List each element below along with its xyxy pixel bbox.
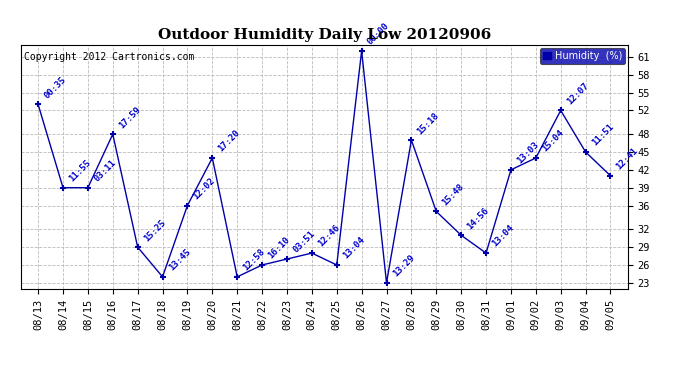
Text: 12:46: 12:46 bbox=[316, 224, 342, 249]
Text: 15:04: 15:04 bbox=[540, 128, 565, 154]
Legend: Humidity  (%): Humidity (%) bbox=[540, 48, 625, 64]
Text: 00:35: 00:35 bbox=[42, 75, 68, 100]
Text: 17:20: 17:20 bbox=[217, 128, 242, 154]
Text: 16:10: 16:10 bbox=[266, 236, 292, 261]
Text: 03:11: 03:11 bbox=[92, 158, 117, 183]
Text: 12:58: 12:58 bbox=[241, 248, 267, 273]
Text: 11:55: 11:55 bbox=[67, 158, 92, 183]
Text: 13:29: 13:29 bbox=[391, 253, 416, 279]
Title: Outdoor Humidity Daily Low 20120906: Outdoor Humidity Daily Low 20120906 bbox=[158, 28, 491, 42]
Text: 13:04: 13:04 bbox=[341, 236, 366, 261]
Text: 00:00: 00:00 bbox=[366, 21, 391, 47]
Text: 13:03: 13:03 bbox=[515, 140, 540, 166]
Text: 12:02: 12:02 bbox=[192, 176, 217, 201]
Text: 12:41: 12:41 bbox=[615, 146, 640, 172]
Text: 14:56: 14:56 bbox=[465, 206, 491, 231]
Text: 15:18: 15:18 bbox=[415, 111, 441, 136]
Text: 17:59: 17:59 bbox=[117, 105, 142, 130]
Text: 13:45: 13:45 bbox=[167, 248, 192, 273]
Text: 03:51: 03:51 bbox=[291, 230, 317, 255]
Text: Copyright 2012 Cartronics.com: Copyright 2012 Cartronics.com bbox=[23, 53, 194, 62]
Text: 15:48: 15:48 bbox=[440, 182, 466, 207]
Text: 15:25: 15:25 bbox=[142, 217, 167, 243]
Text: 12:07: 12:07 bbox=[565, 81, 590, 106]
Text: 13:04: 13:04 bbox=[490, 224, 515, 249]
Text: 11:51: 11:51 bbox=[590, 123, 615, 148]
